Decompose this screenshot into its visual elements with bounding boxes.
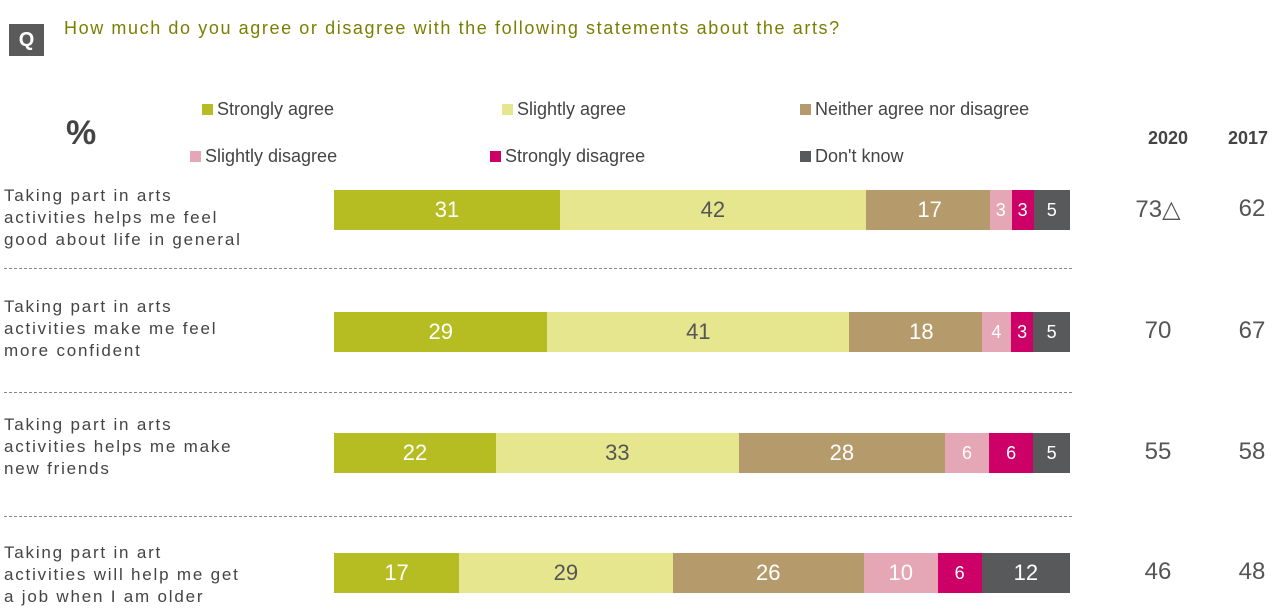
bar-segment: 18 [849,312,982,352]
row-divider [4,392,1072,393]
net-agree-2020: 55 [1144,438,1172,465]
bar-segment: 41 [547,312,850,352]
net-agree-2017: 62 [1238,195,1266,222]
year-header-2020: 2020 [1148,128,1189,148]
legend-label: Strongly disagree [505,146,646,166]
bar-segment: 17 [865,190,990,230]
question-badge: Q [9,24,44,56]
net-agree-2020: 73△ [1135,196,1181,223]
row-label-line: Taking part in arts [4,415,173,434]
net-agree-2017: 58 [1238,438,1266,465]
legend-label: Slightly disagree [205,146,338,166]
bar-segment: 6 [989,433,1034,473]
bar-segment: 3 [1011,190,1034,230]
bar-segment: 22 [334,433,496,473]
bar-segment: 10 [863,553,938,593]
legend-swatch [490,151,501,162]
question-text: How much do you agree or disagree with t… [64,18,841,38]
bar-segment: 26 [672,553,864,593]
legend-item: Don't know [800,146,903,167]
legend-item: Strongly agree [202,99,334,120]
legend-item: Neither agree nor disagree [800,99,1029,120]
legend-label: Neither agree nor disagree [815,99,1030,119]
row-label-line: Taking part in arts [4,297,173,316]
bar-segment: 4 [981,312,1012,352]
bar-segment: 6 [937,553,982,593]
net-agree-2020: 70 [1144,317,1172,344]
row-label-line: activities helps me make [4,437,233,456]
bar-segment: 42 [559,190,866,230]
row-label-line: Taking part in art [4,543,163,562]
bar-segment: 12 [981,553,1070,593]
bar-segment: 17 [334,553,460,593]
row-label: Taking part in arts activities helps me m… [4,414,324,480]
bar-segment: 5 [1033,433,1070,473]
stacked-bar: 31 42 17 3 3 5 [334,190,1070,230]
bar-segment: 3 [1011,312,1034,352]
legend-label: Strongly agree [217,99,335,119]
legend-item: Slightly agree [502,99,626,120]
bar-segment: 6 [944,433,990,473]
net-agree-2020: 46 [1144,558,1172,585]
stacked-bar: 17 29 26 10 6 12 [334,553,1070,593]
legend-swatch [190,151,201,162]
row-label-line: Taking part in arts [4,186,173,205]
row-label-line: activities make me feel [4,319,218,338]
legend-swatch [502,104,513,115]
row-label-line: activities helps me feel [4,208,219,227]
bar-segment: 29 [334,312,548,352]
legend-label: Slightly agree [517,99,627,119]
bar-segment: 33 [495,433,739,473]
year-header-2017: 2017 [1228,128,1269,148]
row-divider [4,516,1072,517]
bar-segment: 5 [1033,190,1070,230]
row-label-line: good about life in general [4,230,242,249]
bar-segment: 28 [738,433,945,473]
bar-segment: 29 [459,553,673,593]
stacked-bar: 22 33 28 6 6 5 [334,433,1070,473]
legend-label: Don't know [815,146,904,166]
row-label-line: new friends [4,459,111,478]
legend-swatch [800,104,811,115]
row-label-line: more confident [4,341,142,360]
stacked-bar: 29 41 18 4 3 5 [334,312,1070,352]
bar-segment: 5 [1033,312,1070,352]
net-agree-2017: 48 [1238,558,1266,585]
unit-label: % [66,114,97,152]
row-label-line: activities will help me get [4,565,240,584]
legend-item: Strongly disagree [490,146,645,167]
row-label-line: a job when I am older [4,587,205,606]
legend-item: Slightly disagree [190,146,337,167]
net-agree-2017: 67 [1238,317,1266,344]
legend-swatch [202,104,213,115]
legend-swatch [800,151,811,162]
bar-segment: 3 [989,190,1012,230]
row-divider [4,268,1072,269]
row-label: Taking part in arts activities make me fe… [4,296,324,362]
row-label: Taking part in arts activities helps me f… [4,185,324,251]
bar-segment: 31 [334,190,560,230]
row-label: Taking part in art activities will help m… [4,542,324,608]
